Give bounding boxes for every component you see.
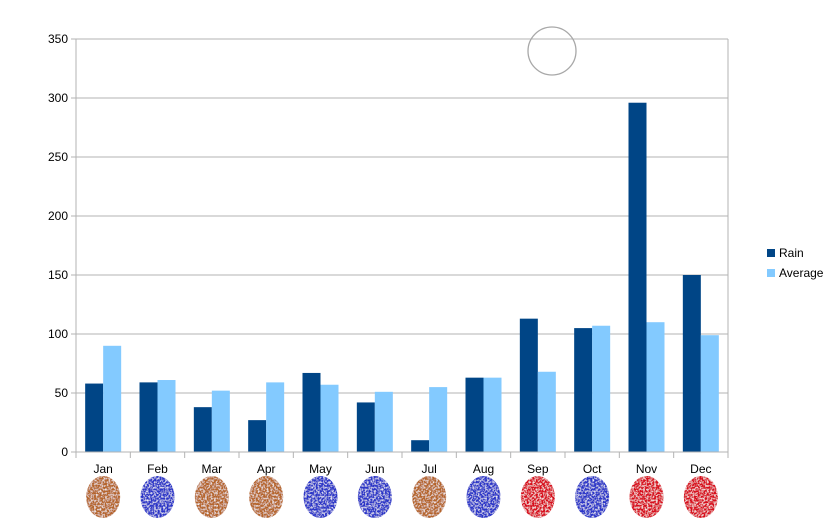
speckled-egg-icon-red: [629, 476, 664, 518]
y-tick-label: 150: [48, 268, 68, 282]
x-tick-label-feb: Feb: [147, 462, 168, 476]
y-tick-label: 0: [61, 445, 68, 459]
bar-rain-may: [302, 372, 321, 452]
x-tick-label-oct: Oct: [583, 462, 602, 476]
x-tick-label-jun: Jun: [365, 462, 384, 476]
x-tick-label-jan: Jan: [93, 462, 112, 476]
y-tick-label: 50: [55, 386, 69, 400]
bar-rain-apr: [248, 420, 267, 452]
speckled-egg-icon-blue: [575, 476, 610, 518]
month-icons: [86, 476, 718, 518]
axes: 0 50 100 150 200 250 300 350 Jan Feb Mar Apr May Jun J…: [48, 32, 729, 476]
bar-average-dec: [700, 335, 719, 452]
bar-average-oct: [592, 325, 611, 452]
y-tick-label: 100: [48, 327, 68, 341]
y-tick-label: 350: [48, 32, 68, 46]
bar-average-apr: [266, 382, 285, 452]
bar-average-feb: [157, 380, 176, 452]
bar-average-nov: [646, 322, 665, 452]
speckled-egg-icon-brown: [194, 476, 229, 518]
x-tick-label-may: May: [309, 462, 332, 476]
speckled-egg-icon-brown: [86, 476, 121, 518]
legend-swatch-average: [767, 269, 775, 277]
grid: [76, 38, 728, 453]
bar-average-mar: [211, 390, 230, 452]
x-tick-label-dec: Dec: [690, 462, 711, 476]
speckled-egg-icon-blue: [303, 476, 338, 518]
legend-label-rain: Rain: [779, 246, 804, 260]
speckled-egg-icon-red: [683, 476, 718, 518]
speckled-egg-icon-brown: [412, 476, 447, 518]
bars: [85, 102, 719, 452]
bar-average-aug: [483, 377, 502, 452]
x-tick-label-aug: Aug: [473, 462, 494, 476]
bar-rain-sep: [519, 318, 538, 452]
bar-average-sep: [537, 371, 556, 452]
speckled-egg-icon-blue: [357, 476, 392, 518]
speckled-egg-icon-blue: [140, 476, 175, 518]
x-tick-label-sep: Sep: [527, 462, 549, 476]
bar-rain-mar: [193, 407, 212, 452]
bar-rain-nov: [628, 102, 647, 452]
bar-rain-dec: [682, 275, 701, 452]
bar-rain-oct: [574, 328, 593, 452]
bar-rain-jun: [356, 402, 375, 452]
x-tick-label-mar: Mar: [201, 462, 222, 476]
bar-average-jan: [103, 345, 122, 452]
x-tick-label-jul: Jul: [421, 462, 436, 476]
speckled-egg-icon-red: [520, 476, 555, 518]
legend-label-average: Average: [779, 266, 824, 280]
legend-swatch-rain: [767, 249, 775, 257]
bar-rain-aug: [465, 377, 484, 452]
bar-rain-jul: [411, 440, 430, 452]
bar-average-jul: [429, 387, 448, 452]
y-tick-label: 300: [48, 91, 68, 105]
legend: Rain Average: [767, 246, 824, 280]
y-tick-label: 250: [48, 150, 68, 164]
bar-rain-jan: [85, 383, 104, 452]
y-tick-label: 200: [48, 209, 68, 223]
speckled-egg-icon-brown: [249, 476, 284, 518]
bar-average-jun: [374, 391, 393, 452]
highlight-circle-marker: [527, 26, 577, 76]
x-tick-label-nov: Nov: [636, 462, 657, 476]
speckled-egg-icon-blue: [466, 476, 501, 518]
bar-rain-feb: [139, 382, 158, 452]
bar-average-may: [320, 384, 339, 452]
x-tick-label-apr: Apr: [257, 462, 276, 476]
